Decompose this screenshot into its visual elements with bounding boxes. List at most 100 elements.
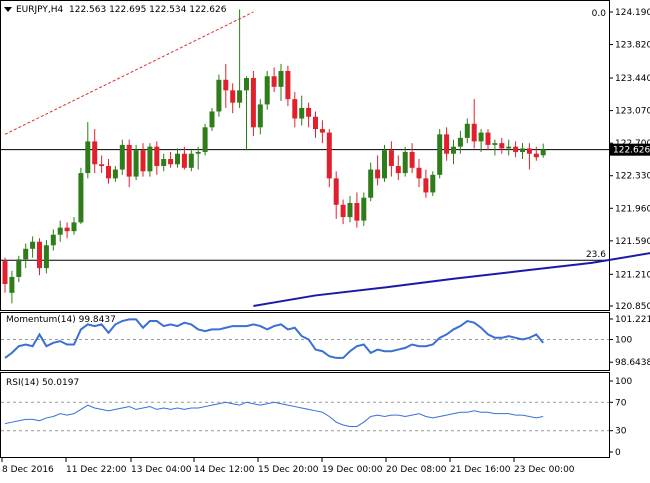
- momentum-tick-label: 98.6438: [615, 358, 650, 368]
- candle-body: [92, 141, 98, 165]
- candle-body: [16, 259, 22, 277]
- candle-body: [299, 107, 305, 119]
- candle-body: [416, 167, 422, 179]
- rsi-tick-label: 100: [615, 377, 632, 387]
- candle-body: [540, 149, 546, 156]
- candle-body: [99, 164, 105, 167]
- momentum-tick-label: 101.2214: [615, 315, 650, 325]
- candle-body: [57, 227, 63, 235]
- time-tick-label: 21 Dec 16:00: [450, 465, 511, 475]
- candle-body: [106, 166, 111, 179]
- candle-body: [202, 127, 208, 152]
- candle-body: [499, 143, 505, 149]
- candle-body: [478, 132, 484, 142]
- candle-body: [119, 144, 125, 170]
- rsi-tick-label: 70: [615, 398, 627, 408]
- main-plot: 23.6 0.0: [1, 9, 650, 307]
- candle-body: [264, 76, 270, 105]
- candle-body: [382, 150, 387, 179]
- candle-body: [285, 70, 291, 100]
- candle-body: [395, 166, 401, 174]
- candle-body: [313, 116, 318, 130]
- candle-body: [278, 70, 284, 87]
- momentum-line: [4, 318, 544, 359]
- rsi-title: RSI(14) 50.0197: [6, 378, 80, 388]
- candle-body: [168, 159, 174, 165]
- main-panel-frame: [0, 0, 610, 311]
- candle-body: [464, 123, 470, 138]
- candle-body: [526, 148, 532, 154]
- candle-body: [71, 222, 77, 232]
- candle-body: [451, 146, 456, 154]
- candle-body: [2, 261, 8, 284]
- momentum-tick-label: 100: [615, 335, 632, 345]
- price-tick-label: 120.850: [615, 302, 650, 312]
- candle-body: [223, 79, 229, 91]
- time-tick-label: 8 Dec 2016: [2, 465, 54, 475]
- candle-body: [368, 169, 374, 198]
- candle-body: [133, 150, 139, 177]
- time-tick-label: 15 Dec 20:00: [258, 465, 319, 475]
- candle-body: [292, 99, 298, 119]
- fib-level-label: 23.6: [586, 250, 606, 260]
- rsi-line: [4, 401, 544, 427]
- price-tick-label: 121.960: [615, 204, 650, 214]
- candle-body: [154, 146, 160, 167]
- candle-body: [513, 146, 519, 152]
- rsi-tick-label: 0: [615, 448, 621, 458]
- ohlc-label: 122.563 122.695 122.534 122.626: [69, 5, 227, 15]
- rsi-tick-label: 30: [615, 427, 627, 437]
- price-tick-label: 123.820: [615, 41, 650, 51]
- candle-body: [430, 174, 436, 193]
- candle-body: [23, 248, 29, 260]
- collapse-triangle-icon[interactable]: [4, 7, 12, 12]
- rsi-panel-frame: [0, 372, 610, 458]
- candle-body: [492, 143, 498, 145]
- candle-body: [347, 203, 353, 218]
- candle-body: [361, 197, 367, 221]
- candle-body: [250, 78, 256, 128]
- trend-line: [4, 11, 254, 135]
- symbol-label: EURJPY,H4: [16, 5, 64, 15]
- time-tick-label: 23 Dec 00:00: [514, 465, 575, 475]
- candle-body: [64, 227, 70, 232]
- candle-body: [520, 148, 525, 152]
- candle-body: [444, 134, 450, 154]
- time-tick-label: 20 Dec 08:00: [386, 465, 447, 475]
- candle-body: [306, 107, 312, 117]
- time-axis: 8 Dec 2016 11 Dec 22:00 13 Dec 04:00 14 Dec…: [1, 458, 575, 475]
- price-tick-label: 124.190: [615, 8, 650, 18]
- candle-body: [244, 78, 249, 91]
- price-tick-label: 123.440: [615, 74, 650, 84]
- candle-body: [9, 276, 15, 293]
- candle-body: [409, 151, 415, 168]
- candle-body: [195, 151, 201, 154]
- time-tick-label: 14 Dec 12:00: [194, 465, 255, 475]
- candle-body: [188, 153, 194, 168]
- candle-body: [126, 144, 132, 177]
- rsi-plot: 100 70 30 0: [1, 377, 632, 458]
- price-tick-label: 121.590: [615, 237, 650, 247]
- candle-body: [161, 159, 167, 167]
- candle-body: [506, 146, 512, 149]
- candle-body: [457, 137, 463, 147]
- candle-body: [216, 79, 222, 112]
- price-tick-label: 123.070: [615, 107, 650, 117]
- price-tick-label: 121.210: [615, 270, 650, 280]
- candle-body: [78, 173, 84, 223]
- candle-body: [85, 141, 91, 174]
- candle-body: [388, 150, 394, 167]
- price-axis: 124.190123.820123.440123.070122.700122.3…: [609, 8, 650, 312]
- candle-body: [533, 153, 539, 158]
- chart-header: EURJPY,H4 122.563 122.695 122.534 122.62…: [4, 5, 226, 15]
- candle-body: [209, 111, 215, 128]
- candle-body: [37, 241, 42, 269]
- time-tick-label: 19 Dec 00:00: [322, 465, 383, 475]
- candle-body: [340, 204, 346, 218]
- momentum-plot: 101.2214 100 98.6438: [1, 315, 650, 368]
- candle-body: [140, 150, 146, 172]
- candle-body: [257, 104, 263, 128]
- candle-body: [326, 132, 332, 179]
